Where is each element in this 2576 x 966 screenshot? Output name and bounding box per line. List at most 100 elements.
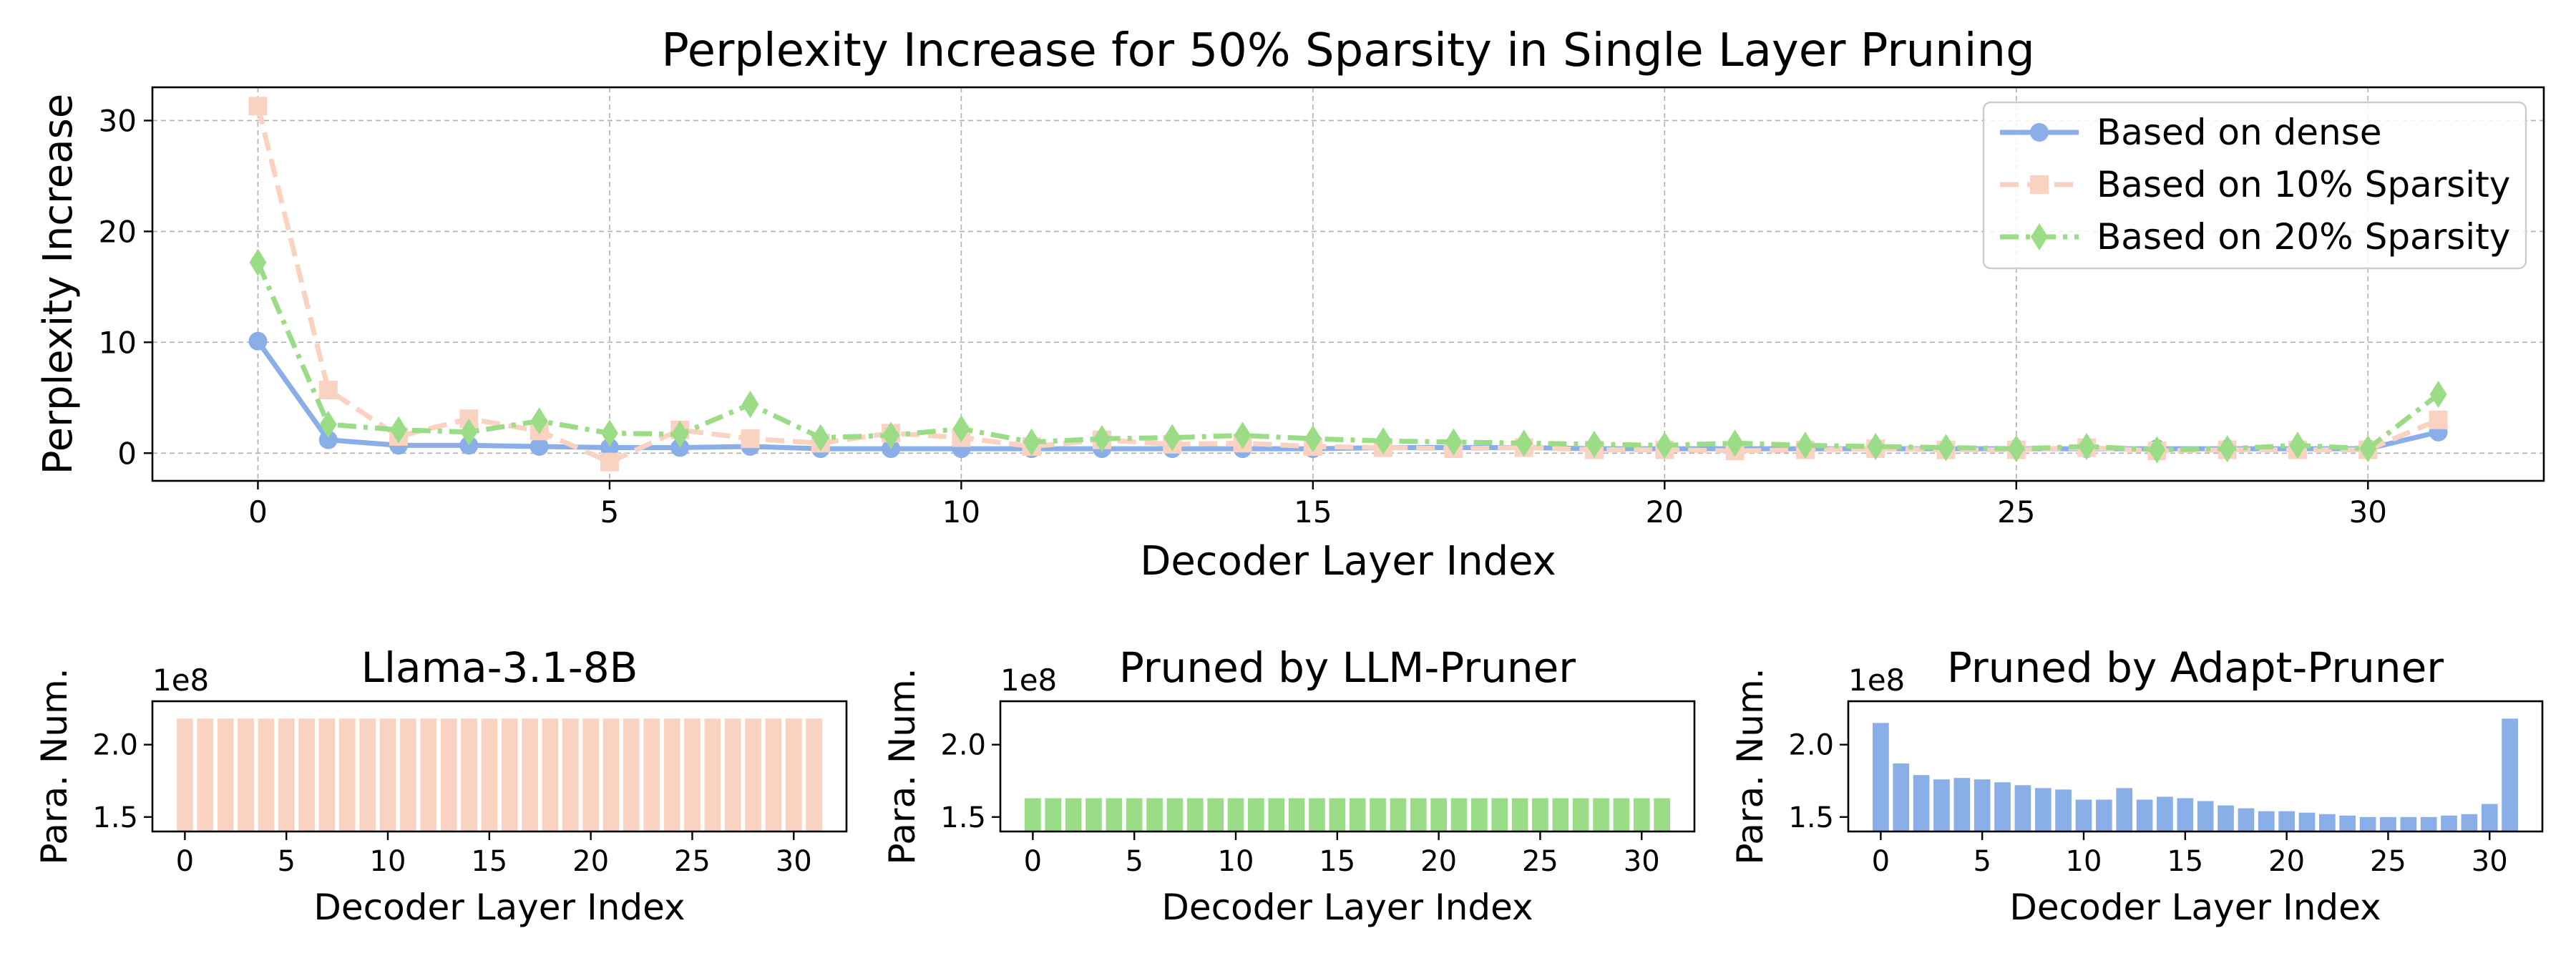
bar [481, 718, 498, 831]
bar [1511, 798, 1528, 831]
bar [2420, 816, 2437, 831]
bar [643, 718, 660, 831]
legend-label-0: Based on dense [2097, 112, 2382, 153]
bar [1450, 798, 1468, 831]
x-tick-label: 0 [1024, 845, 1042, 878]
data-point [882, 421, 900, 449]
bar [1491, 798, 1508, 831]
x-tick-label: 25 [1522, 845, 1558, 878]
bar [2014, 785, 2031, 831]
bar [1268, 798, 1285, 831]
data-point [1445, 428, 1463, 456]
x-axis-label: Decoder Layer Index [2009, 887, 2381, 928]
bar [522, 718, 538, 831]
x-tick-label: 25 [674, 845, 711, 878]
bar [2034, 788, 2051, 831]
x-tick-label: 10 [2066, 845, 2102, 878]
data-point [1656, 431, 1674, 459]
bar [177, 718, 193, 831]
x-tick-label: 20 [1646, 494, 1684, 530]
bar [1146, 798, 1163, 831]
offset-label: 1e8 [152, 663, 209, 698]
bar [359, 718, 376, 831]
data-point [2078, 432, 2096, 460]
bar [420, 718, 437, 831]
bar [2157, 796, 2173, 831]
y-tick-label: 10 [99, 325, 137, 360]
y-tick-label: 1.5 [940, 801, 986, 834]
x-tick-label: 25 [1997, 494, 2035, 530]
bar [1873, 723, 1889, 831]
data-point [2218, 435, 2236, 463]
bar [1654, 798, 1670, 831]
bar [1613, 798, 1630, 831]
data-point [2148, 436, 2166, 464]
bar [2055, 789, 2072, 831]
bar [2461, 814, 2478, 831]
bar [2380, 816, 2396, 831]
bar [724, 718, 741, 831]
bar [1186, 798, 1204, 831]
data-point [2007, 435, 2025, 463]
bar [1106, 798, 1123, 831]
y-tick-label: 2.0 [940, 729, 986, 762]
bar [1390, 798, 1407, 831]
y-axis-label: Para. Num. [34, 668, 75, 864]
data-point [1304, 425, 1322, 453]
data-point [2288, 431, 2306, 459]
data-point [390, 416, 408, 444]
data-point [600, 452, 619, 472]
bar [278, 718, 295, 831]
chart-title: Perplexity Increase for 50% Sparsity in … [661, 24, 2034, 77]
bar [1329, 798, 1346, 831]
bar [663, 718, 680, 831]
bar [704, 718, 721, 831]
data-point [1234, 421, 1252, 449]
bar [1045, 798, 1062, 831]
bar [806, 718, 822, 831]
bar [2218, 805, 2234, 831]
bar [2319, 814, 2336, 831]
bar [217, 718, 234, 831]
data-point [1515, 429, 1533, 457]
x-tick-label: 30 [2349, 494, 2387, 530]
subplot-title: Llama-3.1-8B [361, 643, 638, 692]
bar [2238, 808, 2255, 831]
data-point [318, 430, 338, 449]
y-axis-label: Perplexity Increase [35, 94, 82, 474]
x-tick-label: 10 [1218, 845, 1254, 878]
x-tick-label: 15 [471, 845, 507, 878]
y-tick-label: 2.0 [1788, 729, 1834, 762]
bar [1572, 798, 1589, 831]
legend-label-2: Based on 20% Sparsity [2097, 216, 2510, 258]
y-tick-label: 30 [99, 103, 137, 138]
data-point [1937, 434, 1955, 462]
offset-label: 1e8 [1000, 663, 1057, 698]
y-tick-label: 2.0 [92, 729, 138, 762]
bar [785, 718, 802, 831]
bar [745, 718, 761, 831]
x-tick-label: 10 [370, 845, 406, 878]
y-tick-label: 1.5 [92, 801, 138, 834]
x-axis-label: Decoder Layer Index [1140, 538, 1556, 585]
bar [602, 718, 620, 831]
bar [765, 718, 782, 831]
legend-label-1: Based on 10% Sparsity [2097, 164, 2510, 205]
bar [1974, 779, 1991, 831]
data-point [1867, 432, 1885, 460]
data-point [1163, 424, 1181, 452]
bar [2441, 815, 2457, 831]
bar [562, 718, 579, 831]
bar [1025, 798, 1041, 831]
bar [2400, 816, 2417, 831]
data-point [2429, 381, 2447, 409]
bar [1288, 798, 1305, 831]
data-point [952, 415, 970, 443]
data-point [248, 331, 268, 351]
x-tick-label: 25 [2370, 845, 2406, 878]
bar [1933, 779, 1950, 831]
data-point [1375, 427, 1392, 455]
bar [1309, 798, 1325, 831]
data-point [1796, 431, 1814, 459]
